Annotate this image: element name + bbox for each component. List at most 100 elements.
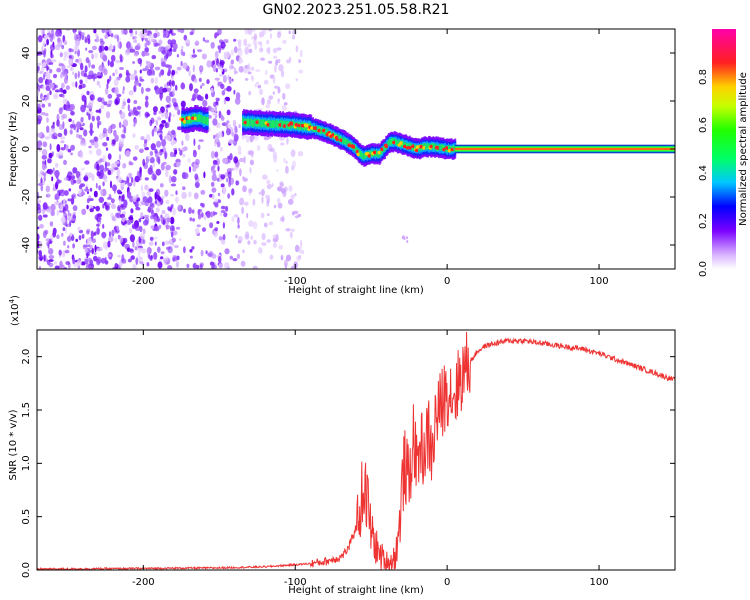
noise-speck [216,221,220,224]
noise-speck [46,125,50,133]
noise-speck [146,68,152,76]
noise-speck [50,44,55,51]
noise-speck [60,140,65,144]
noise-speck [134,110,139,117]
noise-speck [140,212,144,219]
trace-cell [205,117,208,125]
noise-speck [166,134,171,141]
noise-speck [37,199,42,204]
noise-speck [199,96,204,102]
noise-speck [75,58,79,63]
noise-speck [132,133,136,138]
noise-speck [76,260,82,267]
noise-speck [191,97,195,102]
noise-speck [244,46,249,55]
noise-speck [148,188,154,193]
noise-speck [261,242,267,246]
noise-speck [107,169,112,176]
noise-speck [213,169,217,175]
noise-speck [70,235,75,242]
x-tick-label: -100 [284,276,307,287]
noise-speck [151,55,157,60]
trace-cell [383,145,386,152]
noise-speck [75,238,78,242]
noise-speck [138,256,143,261]
noise-speck [281,104,287,111]
noise-speck [55,162,59,168]
noise-speck [214,50,219,59]
noise-speck [265,104,270,109]
noise-speck [76,128,79,133]
noise-speck [100,257,107,264]
noise-speck [121,29,124,35]
noise-speck [111,229,115,237]
noise-speck [84,99,87,108]
noise-speck [119,154,121,161]
noise-speck [180,100,186,108]
noise-speck [93,74,95,82]
noise-speck [72,167,78,174]
noise-speck [154,42,159,47]
noise-speck [118,73,123,78]
noise-speck [199,263,203,269]
noise-speck [196,224,201,228]
snr-x-ticks: -200 -100 0 100 [132,330,609,588]
noise-speck [91,64,95,69]
noise-speck [162,219,165,226]
noise-speck [272,55,278,59]
trace-cell [384,145,387,152]
noise-speck [56,113,60,122]
noise-speck [70,144,75,151]
noise-speck [157,196,162,202]
noise-speck [134,118,138,125]
noise-speck [75,81,78,88]
noise-speck [62,250,66,258]
noise-speck [51,124,55,129]
noise-speck [108,231,112,238]
noise-speck [37,62,42,66]
noise-speck [247,29,253,35]
noise-speck [134,75,138,81]
noise-speck [198,77,202,82]
noise-speck [160,106,165,113]
noise-speck [200,85,203,89]
noise-speck [161,120,167,124]
noise-speck [60,216,66,224]
noise-speck [128,216,134,221]
trace-cell [342,137,345,144]
y-tick-label: 40 [21,47,32,60]
noise-speck [153,127,157,133]
noise-speck [160,69,165,76]
noise-speck [128,248,134,252]
noise-speck [158,224,162,229]
trace-cell [316,126,319,133]
noise-speck [89,122,93,131]
noise-speck [65,227,67,235]
noise-speck [107,125,112,134]
noise-speck [37,103,41,110]
noise-speck [161,210,166,214]
noise-speck [133,39,138,43]
noise-speck [66,215,72,222]
noise-speck [266,179,271,185]
noise-speck [63,190,69,196]
noise-speck [259,88,263,96]
noise-speck [63,128,68,136]
trace-cell [391,137,394,144]
noise-speck [165,224,171,230]
noise-speck [130,208,134,214]
noise-speck [145,134,151,142]
noise-speck [170,183,177,187]
noise-speck [48,259,54,262]
noise-speck [194,40,200,46]
colorbar-tick-label: 0.2 [698,213,709,229]
noise-speck [102,181,105,187]
noise-speck [244,29,249,35]
noise-speck [114,161,120,164]
noise-speck [291,160,296,168]
noise-speck [178,204,181,211]
noise-speck [254,83,257,88]
noise-speck [214,151,219,158]
noise-speck [175,158,181,164]
noise-speck [237,224,240,229]
